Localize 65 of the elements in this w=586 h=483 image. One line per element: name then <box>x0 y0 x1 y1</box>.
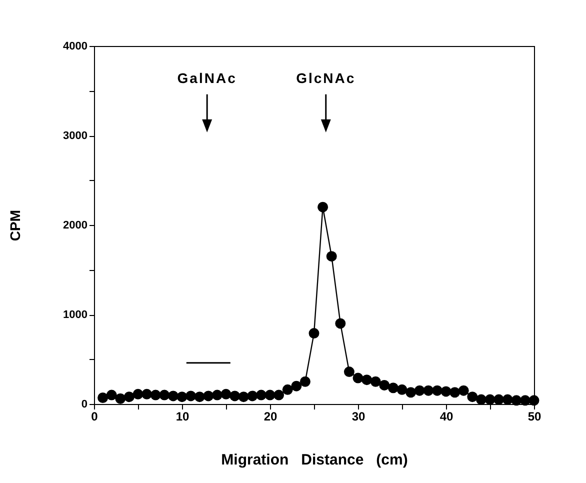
point <box>484 394 496 405</box>
point <box>238 392 249 402</box>
y-axis-title: CPM <box>7 210 24 242</box>
point <box>326 251 337 262</box>
y-tick-label: 2000 <box>63 220 88 232</box>
point <box>106 390 117 400</box>
point <box>203 390 214 402</box>
point <box>450 387 460 398</box>
point <box>494 394 504 405</box>
y-tick-label: 0 <box>81 398 88 410</box>
y-tick-label: 4000 <box>63 40 88 52</box>
point <box>440 386 452 397</box>
x-tick-label: 40 <box>440 410 454 424</box>
point <box>230 390 240 402</box>
point <box>142 388 152 400</box>
point <box>344 366 354 378</box>
point <box>467 392 478 402</box>
point <box>308 328 320 339</box>
point <box>476 394 486 405</box>
point <box>291 380 302 392</box>
point <box>168 390 178 402</box>
x-tick-label: 50 <box>528 410 542 424</box>
point <box>388 382 398 394</box>
x-tick-label: 10 <box>176 410 190 424</box>
point <box>220 388 232 400</box>
y-tick-label: 3000 <box>63 130 88 142</box>
x-tick-label: 30 <box>352 410 366 424</box>
point <box>300 376 310 387</box>
x-axis-title: Migration Distance (cm) <box>221 452 408 468</box>
point <box>150 390 161 400</box>
y-tick-label: 1000 <box>63 309 88 321</box>
point <box>528 395 540 406</box>
point <box>511 395 522 406</box>
point <box>124 392 134 402</box>
x-tick-label: 0 <box>91 410 98 424</box>
point <box>370 376 381 387</box>
annotation: GalNAc <box>177 70 237 86</box>
point <box>159 390 170 400</box>
point <box>423 385 434 396</box>
point <box>335 318 346 329</box>
point <box>115 393 126 404</box>
point <box>282 384 293 395</box>
point <box>186 390 196 402</box>
point <box>414 385 425 396</box>
point <box>274 390 284 400</box>
point <box>502 394 513 405</box>
point <box>194 392 205 402</box>
point <box>247 390 258 402</box>
point <box>362 374 372 386</box>
point <box>212 390 222 400</box>
point <box>458 385 469 396</box>
point <box>379 380 390 390</box>
point <box>264 390 276 400</box>
point <box>352 372 364 384</box>
point <box>396 384 408 395</box>
point <box>176 392 188 402</box>
point <box>432 385 442 396</box>
x-tick-label: 20 <box>264 410 278 424</box>
point <box>98 392 108 403</box>
point <box>520 395 530 406</box>
annotation: GlcNAc <box>296 70 356 86</box>
point <box>406 387 416 398</box>
point <box>318 202 328 212</box>
point <box>132 388 144 400</box>
point <box>256 390 266 400</box>
